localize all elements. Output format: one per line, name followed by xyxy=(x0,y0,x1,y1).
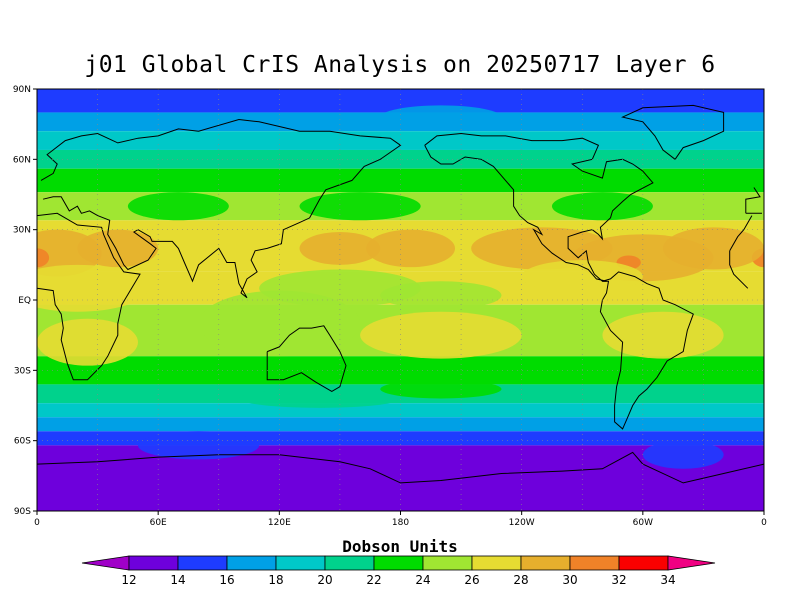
ozone-anomaly xyxy=(127,192,229,221)
colorbar-box xyxy=(520,555,571,571)
ozone-band xyxy=(37,168,764,193)
ozone-anomaly xyxy=(380,379,502,399)
colorbar-title: Dobson Units xyxy=(342,537,458,556)
colorbar-box xyxy=(569,555,620,571)
ozone-anomaly xyxy=(142,492,215,502)
colorbar-label: 20 xyxy=(317,573,332,587)
colorbar-label: 30 xyxy=(562,573,577,587)
coastline xyxy=(40,118,402,299)
coastline xyxy=(729,250,749,289)
colorbar-label: 32 xyxy=(611,573,626,587)
colorbar-label: 14 xyxy=(170,573,185,587)
colorbar-label: 24 xyxy=(415,573,430,587)
colorbar-box xyxy=(324,555,375,571)
longitude-tick-label: 60W xyxy=(633,518,653,528)
ozone-anomaly xyxy=(366,229,456,268)
ozone-anomaly xyxy=(37,264,149,312)
colorbar-label: 16 xyxy=(219,573,234,587)
ozone-anomaly xyxy=(642,440,724,469)
map-title: j01 Global CrIS Analysis on 20250717 Lay… xyxy=(84,52,716,78)
colorbar: 12 14 16 18 20 22 24 26 28 30 32 34 xyxy=(81,555,716,587)
ozone-anomalies xyxy=(37,105,764,502)
latitude-tick-label: EQ xyxy=(18,296,31,306)
latitude-tick-label: 60N xyxy=(13,155,31,165)
ozone-anomaly xyxy=(602,311,724,359)
coastline xyxy=(729,215,753,252)
colorbar-box xyxy=(422,555,473,571)
colorbar-label: 34 xyxy=(660,573,675,587)
ozone-anomaly xyxy=(238,389,401,408)
colorbar-label: 22 xyxy=(366,573,381,587)
colorbar-box xyxy=(618,555,669,571)
coastline xyxy=(745,187,761,214)
longitude-tick-label: 120W xyxy=(509,518,535,528)
colorbar-box xyxy=(177,555,228,571)
latitude-tick-label: 90N xyxy=(13,85,31,95)
ozone-anomaly xyxy=(380,105,502,129)
longitude-tick-label: 0 xyxy=(34,518,40,528)
colorbar-box xyxy=(226,555,277,571)
ozone-anomaly xyxy=(37,318,138,366)
colorbar-label: 28 xyxy=(513,573,528,587)
longitude-tick-label: 120E xyxy=(268,518,291,528)
ozone-band xyxy=(37,403,764,418)
longitude-axis: 0 60E 120E 180 120W 60W 0 xyxy=(34,511,767,528)
ozone-anomaly xyxy=(37,248,50,268)
longitude-tick-label: 180 xyxy=(392,518,409,528)
ozone-anomaly xyxy=(198,290,361,357)
colorbar-box xyxy=(471,555,522,571)
latitude-tick-label: 30S xyxy=(14,366,31,376)
coastline xyxy=(266,325,347,392)
colorbar-box xyxy=(128,555,179,571)
colorbar-label: 18 xyxy=(268,573,283,587)
gridlines xyxy=(37,89,764,511)
coastline xyxy=(37,212,141,381)
colorbar-box xyxy=(275,555,326,571)
latitude-tick-label: 30N xyxy=(13,226,31,236)
latitude-tick-label: 90S xyxy=(14,507,31,517)
ozone-anomaly xyxy=(299,232,381,265)
coastline xyxy=(37,451,764,484)
longitude-tick-label: 0 xyxy=(761,518,767,528)
coastline xyxy=(621,104,725,160)
colorbar-high-arrow xyxy=(667,555,716,571)
ozone-anomaly xyxy=(360,311,522,359)
coastlines xyxy=(37,104,764,484)
colorbar-label: 12 xyxy=(121,573,136,587)
ozone-anomaly xyxy=(137,431,260,460)
ozone-anomaly xyxy=(380,281,502,310)
ozone-anomaly xyxy=(299,192,421,221)
longitude-tick-label: 60E xyxy=(150,518,167,528)
colorbar-low-arrow xyxy=(81,555,130,571)
ozone-anomaly xyxy=(521,260,643,293)
latitude-axis: 90N 60N 30N EQ 30S 60S 90S xyxy=(13,85,37,517)
ozone-anomaly xyxy=(551,192,653,221)
ozone-anomaly xyxy=(663,227,764,270)
colorbar-label: 26 xyxy=(464,573,479,587)
coastline xyxy=(599,271,694,430)
colorbar-box xyxy=(373,555,424,571)
ozone-band xyxy=(37,131,764,150)
latitude-tick-label: 60S xyxy=(14,437,31,447)
coastline xyxy=(424,132,654,282)
